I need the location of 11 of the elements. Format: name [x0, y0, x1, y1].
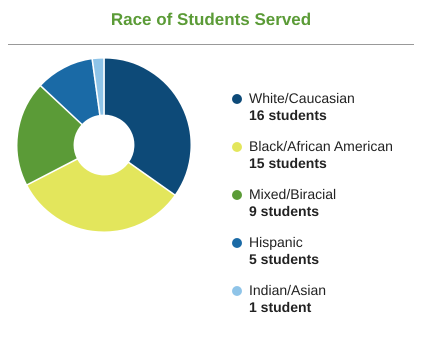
data-label: 16 students	[249, 107, 328, 124]
data-label: 9 students	[249, 203, 320, 220]
data-label: 5 students	[249, 251, 320, 268]
legend-label: Hispanic	[249, 234, 304, 251]
chart-title: Race of Students Served	[110, 10, 312, 30]
data-label: 15 students	[249, 155, 328, 172]
legend-label: White/Caucasian	[249, 90, 355, 107]
data-label: 1 student	[249, 299, 312, 316]
legend-label: Black/African American	[249, 138, 393, 155]
legend-label: Mixed/Biracial	[249, 186, 336, 203]
legend-label: Indian/Asian	[249, 282, 326, 299]
